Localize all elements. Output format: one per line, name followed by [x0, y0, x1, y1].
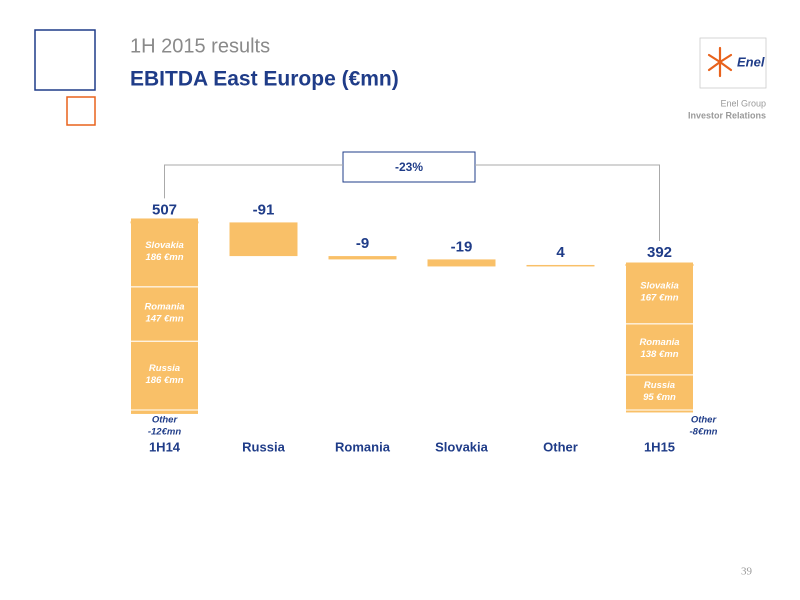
bar — [328, 256, 397, 260]
segment-label: 147 €mn — [145, 314, 183, 325]
annotation-box — [342, 151, 476, 183]
segment-label: 95 €mn — [643, 392, 676, 403]
segment-label: 186 €mn — [145, 375, 183, 386]
value-label: 507 — [152, 201, 177, 218]
orange-square — [66, 96, 96, 126]
segment-label: -12€mn — [148, 427, 181, 438]
bracket — [164, 164, 660, 241]
logo-flower — [707, 46, 733, 78]
segment-name: Russia — [149, 363, 180, 374]
segment — [625, 409, 694, 414]
logo: Enel — [699, 37, 767, 89]
value-label: 392 — [647, 244, 672, 261]
annotation: -23% — [395, 160, 423, 174]
segment — [130, 217, 199, 288]
group-name: Enel Group — [720, 98, 766, 108]
value-label: 4 — [556, 244, 565, 261]
page-number: 39 — [741, 566, 753, 578]
segment-name: Romania — [639, 337, 679, 348]
segment-label: -8€mn — [690, 427, 718, 438]
segment — [130, 409, 199, 415]
logo-box — [699, 37, 767, 89]
x-tick-label: Romania — [335, 439, 391, 454]
x-tick-label: Other — [543, 439, 578, 454]
segment — [625, 374, 694, 411]
segment-name: Other — [152, 415, 179, 426]
blue-square — [34, 29, 96, 91]
x-tick-label: Slovakia — [435, 439, 489, 454]
segment-name: Russia — [644, 380, 675, 391]
segment-name: Slovakia — [145, 240, 184, 251]
bar — [526, 264, 595, 267]
value-label: -9 — [356, 235, 369, 252]
segment — [625, 323, 694, 376]
value-label: -91 — [253, 201, 275, 218]
title: 1H 2015 results — [130, 35, 270, 57]
logo-text: Enel — [737, 54, 765, 69]
segment-label: 138 €mn — [640, 349, 678, 360]
segment-label: 167 €mn — [640, 292, 678, 303]
segment-name: Slovakia — [640, 280, 679, 291]
bar — [229, 222, 298, 257]
subtitle: EBITDA East Europe (€mn) — [130, 68, 399, 91]
bar — [427, 259, 496, 267]
x-tick-label: 1H14 — [149, 439, 181, 454]
x-tick-label: Russia — [242, 439, 285, 454]
segment — [130, 340, 199, 411]
segment-name: Other — [691, 415, 718, 426]
segment-label: 186 €mn — [145, 252, 183, 263]
segment-name: Romania — [144, 302, 184, 313]
value-label: -19 — [451, 238, 473, 255]
x-tick-label: 1H15 — [644, 439, 675, 454]
unit-name: Investor Relations — [688, 110, 766, 120]
segment — [625, 261, 694, 325]
